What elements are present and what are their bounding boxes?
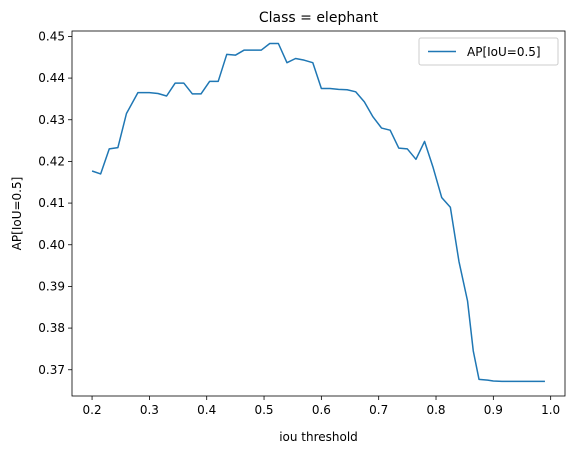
y-tick-label: 0.40 [38,238,65,252]
legend: AP[IoU=0.5] [418,37,559,66]
y-tick-label: 0.43 [38,113,65,127]
y-tick-label: 0.42 [38,154,65,168]
y-tick-label: 0.44 [38,71,65,85]
x-tick-label: 1.0 [541,403,560,417]
y-tick-label: 0.39 [38,279,65,293]
y-tick-label: 0.45 [38,29,65,43]
y-tick-label: 0.41 [38,196,65,210]
series-layer [91,42,545,383]
x-tick-label: 0.7 [369,403,388,417]
x-tick-label: 0.6 [312,403,331,417]
y-tick-label: 0.38 [38,321,65,335]
x-axis-label: iou threshold [279,430,358,444]
x-tick-label: 0.3 [140,403,159,417]
legend-frame [418,37,559,66]
y-axis-label: AP[IoU=0.5] [10,177,24,251]
y-tick-label: 0.37 [38,363,65,377]
x-tick-label: 0.4 [197,403,216,417]
plot-area [71,30,566,397]
x-tick-label: 0.2 [83,403,102,417]
y-axis: 0.37 0.38 0.39 0.40 0.41 0.42 0.43 0.44 0.45 [38,29,72,377]
axes-frame [71,30,566,397]
x-tick-label: 0.8 [426,403,445,417]
chart-title: Class = elephant [259,10,379,26]
x-tick-label: 0.9 [484,403,503,417]
series-line [91,42,545,383]
x-tick-label: 0.5 [254,403,273,417]
x-axis: 0.2 0.3 0.4 0.5 0.6 0.7 0.8 0.9 1.0 [83,396,560,417]
legend-label: AP[IoU=0.5] [467,45,541,59]
